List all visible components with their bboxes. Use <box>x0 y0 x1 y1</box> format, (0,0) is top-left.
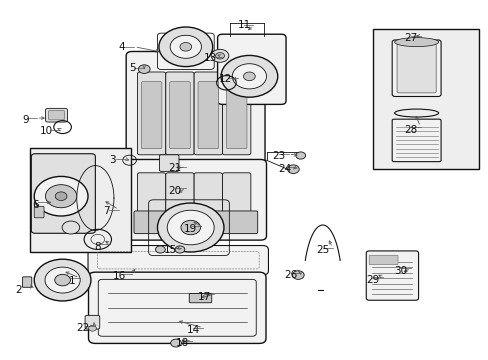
FancyBboxPatch shape <box>366 251 418 300</box>
Text: 28: 28 <box>403 125 417 135</box>
Text: 13: 13 <box>203 53 217 63</box>
Text: 3: 3 <box>109 155 116 165</box>
Circle shape <box>34 176 88 216</box>
Circle shape <box>232 64 266 89</box>
Text: 2: 2 <box>15 285 22 295</box>
Circle shape <box>159 27 212 67</box>
Text: 25: 25 <box>315 245 329 255</box>
FancyBboxPatch shape <box>141 82 162 149</box>
Text: 19: 19 <box>183 224 197 234</box>
FancyBboxPatch shape <box>34 206 44 218</box>
Text: 9: 9 <box>22 114 29 125</box>
Ellipse shape <box>394 37 438 46</box>
FancyBboxPatch shape <box>391 40 440 96</box>
FancyBboxPatch shape <box>189 293 211 303</box>
FancyBboxPatch shape <box>88 246 268 275</box>
FancyBboxPatch shape <box>222 72 250 155</box>
Circle shape <box>221 55 277 97</box>
Circle shape <box>170 339 181 347</box>
Text: 8: 8 <box>94 242 101 252</box>
Circle shape <box>167 210 214 245</box>
Circle shape <box>157 203 224 252</box>
Circle shape <box>155 246 165 253</box>
FancyBboxPatch shape <box>165 72 194 155</box>
Text: 17: 17 <box>197 292 211 302</box>
FancyBboxPatch shape <box>137 72 165 155</box>
Bar <box>30 148 130 252</box>
FancyBboxPatch shape <box>88 272 265 343</box>
Bar <box>372 29 478 169</box>
FancyBboxPatch shape <box>194 72 222 155</box>
FancyBboxPatch shape <box>165 173 194 229</box>
Circle shape <box>62 221 80 234</box>
Text: 11: 11 <box>237 20 251 30</box>
Text: 7: 7 <box>103 206 110 216</box>
Circle shape <box>170 35 201 58</box>
Circle shape <box>55 274 70 286</box>
FancyBboxPatch shape <box>217 34 285 104</box>
FancyBboxPatch shape <box>222 173 250 229</box>
Text: 5: 5 <box>128 63 135 73</box>
FancyBboxPatch shape <box>169 82 190 149</box>
Text: 29: 29 <box>365 275 379 285</box>
FancyBboxPatch shape <box>226 82 246 149</box>
FancyBboxPatch shape <box>194 173 222 229</box>
Text: 23: 23 <box>271 150 285 161</box>
Circle shape <box>45 185 77 208</box>
Text: 20: 20 <box>168 186 181 196</box>
Text: 10: 10 <box>40 126 53 136</box>
Text: 16: 16 <box>113 271 126 282</box>
FancyBboxPatch shape <box>22 277 32 287</box>
FancyBboxPatch shape <box>125 159 266 240</box>
Circle shape <box>138 65 150 73</box>
Text: 22: 22 <box>76 323 90 333</box>
Circle shape <box>243 72 255 81</box>
FancyBboxPatch shape <box>368 255 397 265</box>
Circle shape <box>34 259 91 301</box>
Text: 26: 26 <box>284 270 297 280</box>
FancyBboxPatch shape <box>159 155 179 171</box>
Circle shape <box>180 42 191 51</box>
Circle shape <box>181 220 200 235</box>
Circle shape <box>175 246 184 253</box>
FancyBboxPatch shape <box>45 108 67 122</box>
Text: 15: 15 <box>163 245 177 255</box>
FancyBboxPatch shape <box>396 44 435 93</box>
Text: 4: 4 <box>118 42 124 52</box>
Circle shape <box>295 152 305 159</box>
FancyBboxPatch shape <box>137 173 165 229</box>
Circle shape <box>45 267 80 293</box>
Text: 14: 14 <box>186 325 200 336</box>
Circle shape <box>292 271 304 279</box>
FancyBboxPatch shape <box>126 51 264 172</box>
Circle shape <box>215 53 224 59</box>
FancyBboxPatch shape <box>198 82 218 149</box>
FancyBboxPatch shape <box>391 119 440 162</box>
Text: 21: 21 <box>168 163 182 174</box>
FancyBboxPatch shape <box>85 315 100 329</box>
FancyBboxPatch shape <box>31 154 95 233</box>
Text: 6: 6 <box>32 200 39 210</box>
Circle shape <box>55 192 67 201</box>
Circle shape <box>88 325 96 331</box>
Text: 27: 27 <box>403 33 417 43</box>
Text: 24: 24 <box>278 164 291 174</box>
Text: 1: 1 <box>69 276 76 286</box>
Circle shape <box>287 165 299 174</box>
Circle shape <box>211 49 228 62</box>
FancyBboxPatch shape <box>48 111 64 120</box>
Text: 30: 30 <box>394 266 407 276</box>
Text: 12: 12 <box>219 74 232 84</box>
FancyBboxPatch shape <box>134 211 257 234</box>
Text: 18: 18 <box>175 338 189 348</box>
